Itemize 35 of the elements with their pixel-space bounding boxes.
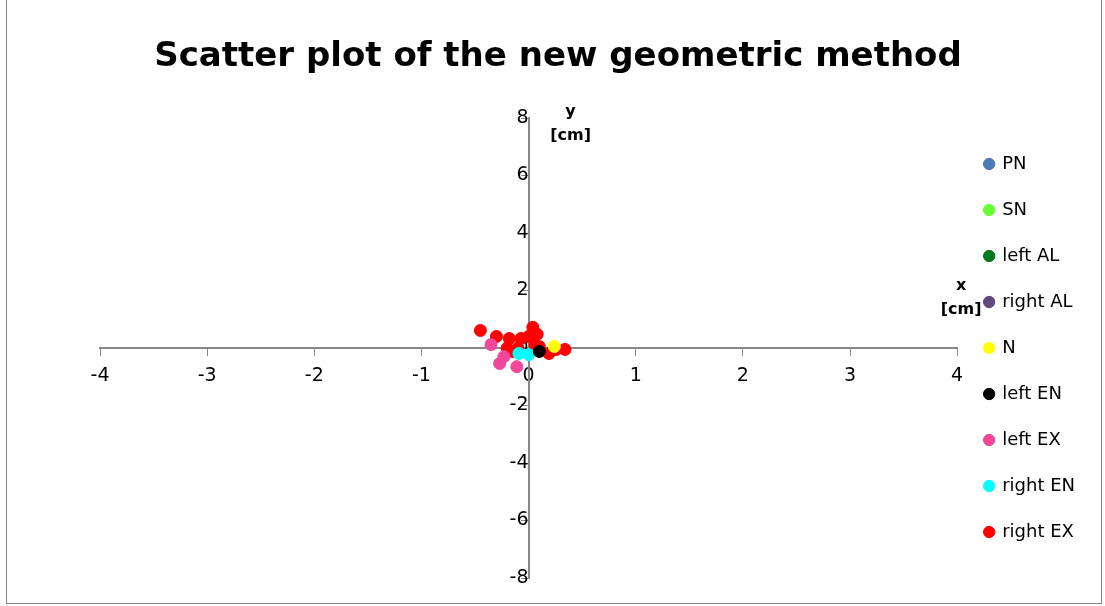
y-tick-label: 6 bbox=[516, 162, 529, 185]
point bbox=[558, 342, 572, 356]
x-tick-label: 1 bbox=[629, 363, 642, 386]
y-tick-label: -6 bbox=[509, 507, 529, 530]
y-tick-label: 4 bbox=[516, 219, 529, 242]
y-tick-label: -2 bbox=[509, 392, 529, 415]
y-tick-label: 8 bbox=[516, 104, 529, 127]
legend-label: SN bbox=[1002, 197, 1028, 219]
chart-title: Scatter plot of the new geometric method bbox=[153, 34, 963, 74]
legend-label: PN bbox=[1002, 151, 1027, 173]
x-tick-label: -3 bbox=[197, 363, 217, 386]
legend-label: right AL bbox=[1002, 289, 1073, 311]
y-tick-label: -8 bbox=[509, 564, 529, 587]
x-tick-label: -1 bbox=[411, 363, 431, 386]
x-axis-title: x [cm] bbox=[940, 275, 982, 318]
x-tick-label: 2 bbox=[736, 363, 749, 386]
legend-label: N bbox=[1002, 335, 1016, 357]
point bbox=[512, 346, 526, 360]
point bbox=[510, 360, 524, 374]
y-tick-label: 2 bbox=[516, 277, 529, 300]
x-tick-label: 4 bbox=[951, 363, 964, 386]
y-tick-label: -4 bbox=[509, 449, 529, 472]
legend-label: right EX bbox=[1002, 519, 1074, 541]
legend-label: right EN bbox=[1002, 473, 1076, 495]
point bbox=[473, 323, 487, 337]
legend-label: left EX bbox=[1002, 427, 1061, 449]
legend-label: left EN bbox=[1002, 381, 1062, 403]
point bbox=[497, 350, 511, 364]
y-axis-title: y [cm] bbox=[550, 101, 591, 144]
point bbox=[484, 338, 498, 352]
x-tick-label: 3 bbox=[843, 363, 857, 386]
point bbox=[532, 344, 546, 358]
legend-label: left AL bbox=[1002, 243, 1060, 265]
x-tick-label: -2 bbox=[304, 363, 324, 386]
x-tick-label: -4 bbox=[90, 363, 110, 386]
